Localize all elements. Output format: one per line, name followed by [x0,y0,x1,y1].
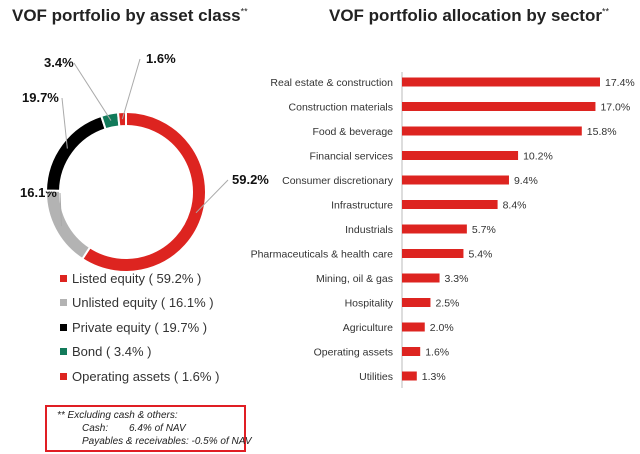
slice-label: 19.7% [22,90,59,105]
cash-label: Cash: [82,423,109,434]
cash-value: 6.4% of NAV [129,423,186,434]
legend-swatch [60,348,67,356]
leader-line [61,97,68,149]
bar [402,298,431,307]
bar [402,322,425,332]
category-label: Hospitality [345,298,394,310]
slice-label: 59.2% [232,172,269,187]
legend-item: Operating assets ( 1.6% ) [60,364,219,389]
legend-swatch [60,299,67,307]
data-label: 10.2% [523,151,553,163]
category-label: Industrials [345,224,393,236]
category-label: Mining, oil & gas [316,273,393,285]
legend-item: Unlisted equity ( 16.1% ) [60,291,219,316]
leader-line [195,179,229,214]
category-label: Financial services [310,151,393,163]
bar [402,347,421,356]
category-label: Food & beverage [312,126,393,138]
legend-label: Operating assets ( 1.6% ) [72,368,220,384]
data-label: 1.6% [425,347,449,359]
data-label: 17.4% [605,77,635,89]
legend-item: Bond ( 3.4% ) [60,340,219,365]
donut-slice-bond [100,111,121,131]
data-label: 5.7% [472,224,496,236]
bar [402,371,417,381]
data-label: 5.4% [468,249,492,261]
legend-label: Listed equity ( 59.2% ) [72,270,202,286]
bar [402,224,467,234]
leader-line [59,192,62,227]
legend-label: Private equity ( 19.7% ) [72,319,208,335]
category-label: Agriculture [343,322,393,334]
leader-line [73,62,112,121]
category-label: Real estate & construction [270,77,393,89]
category-label: Construction materials [289,102,393,114]
payables-note: Payables & receivables: -0.5% of NAV [82,436,252,447]
category-label: Pharmaceuticals & health care [251,249,394,261]
legend-item: Private equity ( 19.7% ) [60,315,219,340]
donut-slice-operating-assets [116,110,127,128]
data-label: 1.3% [422,371,446,383]
legend-item: Listed equity ( 59.2% ) [60,266,219,291]
footnote-heading: ** Excluding cash & others: [57,410,178,421]
legend-swatch [60,372,67,380]
bar [402,200,498,209]
asset-class-legend: Listed equity ( 59.2% ) Unlisted equity (… [60,266,219,389]
data-label: 17.0% [600,102,630,114]
slice-label: 3.4% [44,55,74,70]
bar [402,151,519,160]
data-label: 15.8% [587,126,617,138]
bar [402,102,596,111]
legend-label: Bond ( 3.4% ) [72,344,152,360]
category-label: Operating assets [314,347,393,359]
data-label: 2.5% [435,298,459,310]
data-label: 9.4% [514,175,538,187]
donut-slice-private-equity [44,114,107,192]
bar [402,249,464,258]
category-label: Infrastructure [331,200,393,212]
bar [402,175,509,185]
sector-title: VOF portfolio allocation by sector** [329,6,609,25]
legend-swatch [60,274,67,282]
data-label: 2.0% [430,322,454,334]
bar [402,77,600,87]
bar [402,273,440,283]
slice-label: 1.6% [146,51,176,66]
data-label: 8.4% [503,200,527,212]
legend-swatch [60,323,67,331]
bar [402,126,582,136]
data-label: 3.3% [445,273,469,285]
donut-slice-listed-equity [80,110,207,273]
leader-line [121,58,141,120]
footnote-box: ** Excluding cash & others: Cash: 6.4% o… [45,405,252,452]
asset-class-title: VOF portfolio by asset class** [12,6,248,25]
legend-label: Unlisted equity ( 16.1% ) [72,295,214,311]
category-label: Consumer discretionary [282,175,394,187]
donut-slice-unlisted-equity [45,189,92,261]
category-label: Utilities [359,371,393,383]
